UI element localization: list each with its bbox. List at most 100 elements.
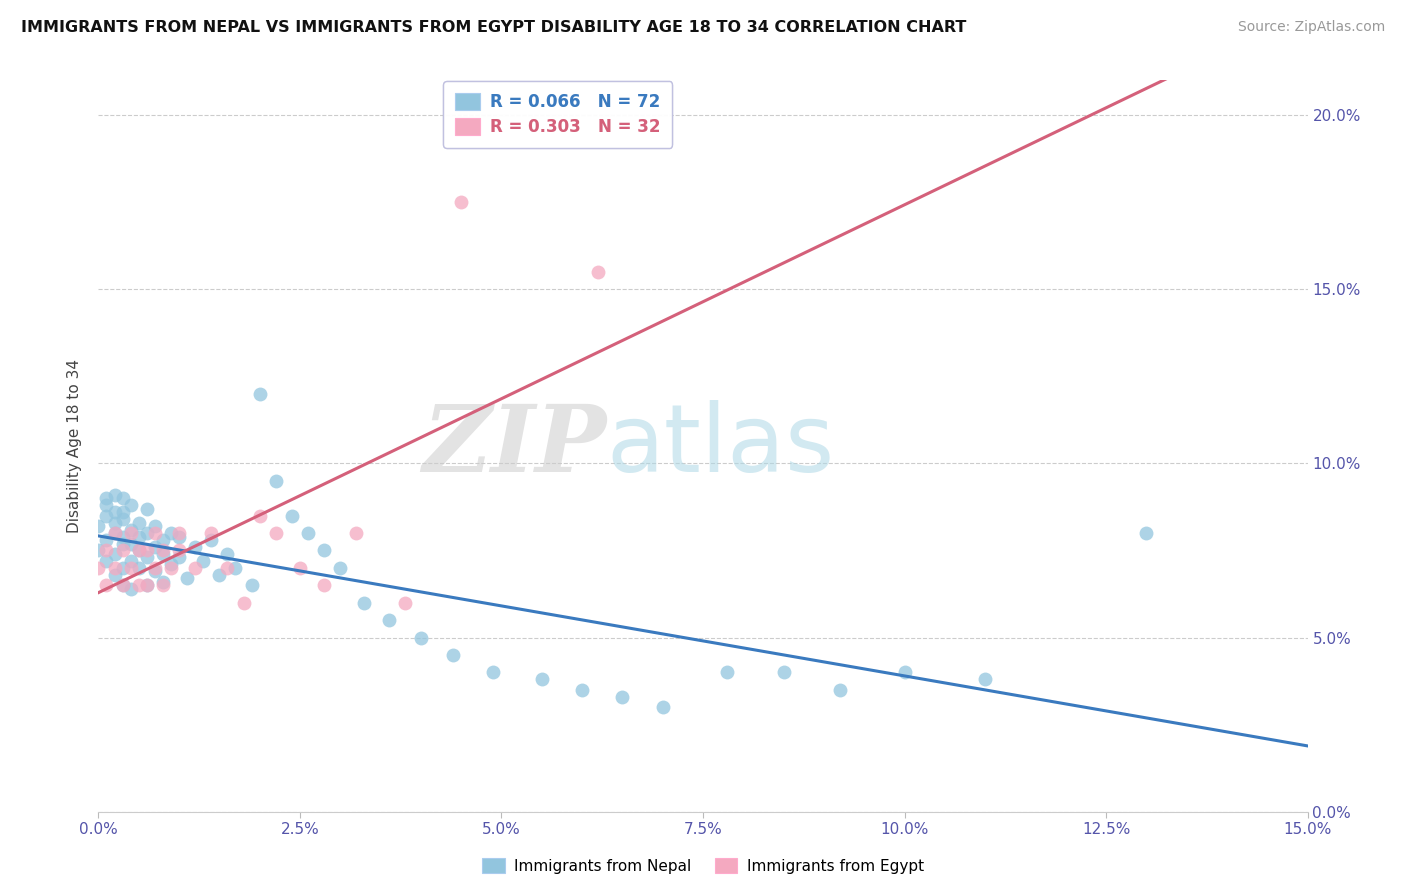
Point <box>120 498 142 512</box>
Point <box>281 508 304 523</box>
Point <box>111 512 134 526</box>
Point <box>103 526 125 541</box>
Point <box>128 578 150 592</box>
Point <box>530 673 553 687</box>
Point <box>111 530 134 544</box>
Point <box>152 533 174 547</box>
Point <box>353 596 375 610</box>
Point <box>160 561 183 575</box>
Point <box>111 536 134 550</box>
Point <box>103 561 125 575</box>
Point <box>120 554 142 568</box>
Point <box>232 596 254 610</box>
Point <box>224 561 246 575</box>
Point <box>288 561 311 575</box>
Point <box>120 526 142 541</box>
Point <box>716 665 738 680</box>
Point <box>772 665 794 680</box>
Point <box>586 265 609 279</box>
Point <box>893 665 915 680</box>
Point <box>152 578 174 592</box>
Point <box>96 578 118 592</box>
Point <box>111 578 134 592</box>
Legend: R = 0.066   N = 72, R = 0.303   N = 32: R = 0.066 N = 72, R = 0.303 N = 32 <box>443 81 672 148</box>
Point <box>143 540 166 554</box>
Point <box>96 543 118 558</box>
Point <box>167 543 190 558</box>
Point <box>409 631 432 645</box>
Point <box>120 523 142 537</box>
Point <box>200 526 222 541</box>
Point <box>828 682 851 697</box>
Text: IMMIGRANTS FROM NEPAL VS IMMIGRANTS FROM EGYPT DISABILITY AGE 18 TO 34 CORRELATI: IMMIGRANTS FROM NEPAL VS IMMIGRANTS FROM… <box>21 20 966 35</box>
Point <box>249 508 271 523</box>
Point <box>128 516 150 530</box>
Point <box>96 498 118 512</box>
Point <box>329 561 352 575</box>
Point <box>167 550 190 565</box>
Point <box>152 547 174 561</box>
Point <box>651 700 673 714</box>
Legend: Immigrants from Nepal, Immigrants from Egypt: Immigrants from Nepal, Immigrants from E… <box>477 852 929 880</box>
Point <box>135 543 157 558</box>
Point <box>103 526 125 541</box>
Point <box>217 547 239 561</box>
Point <box>264 526 287 541</box>
Point <box>482 665 505 680</box>
Point <box>96 508 118 523</box>
Point <box>128 561 150 575</box>
Point <box>135 578 157 592</box>
Point <box>193 554 215 568</box>
Point <box>96 533 118 547</box>
Point <box>152 574 174 589</box>
Point <box>184 540 207 554</box>
Point <box>264 474 287 488</box>
Point <box>128 543 150 558</box>
Point <box>135 550 157 565</box>
Point <box>120 536 142 550</box>
Y-axis label: Disability Age 18 to 34: Disability Age 18 to 34 <box>67 359 83 533</box>
Point <box>240 578 263 592</box>
Point <box>103 488 125 502</box>
Point <box>103 567 125 582</box>
Point <box>377 613 399 627</box>
Text: ZIP: ZIP <box>422 401 606 491</box>
Point <box>96 554 118 568</box>
Point <box>87 561 110 575</box>
Point <box>103 547 125 561</box>
Point <box>314 543 336 558</box>
Point <box>394 596 416 610</box>
Point <box>120 561 142 575</box>
Point <box>344 526 367 541</box>
Point <box>103 505 125 519</box>
Point <box>208 567 231 582</box>
Point <box>217 561 239 575</box>
Point <box>120 582 142 596</box>
Point <box>160 526 183 541</box>
Point <box>152 543 174 558</box>
Point <box>135 501 157 516</box>
Point <box>176 571 198 585</box>
Point <box>167 530 190 544</box>
Point <box>96 491 118 506</box>
Point <box>111 578 134 592</box>
Point <box>1135 526 1157 541</box>
Point <box>128 530 150 544</box>
Point <box>111 543 134 558</box>
Point <box>441 648 464 662</box>
Point <box>111 491 134 506</box>
Point <box>128 543 150 558</box>
Point <box>87 543 110 558</box>
Point <box>297 526 319 541</box>
Point <box>249 386 271 401</box>
Point <box>143 565 166 579</box>
Point <box>111 505 134 519</box>
Text: atlas: atlas <box>606 400 835 492</box>
Point <box>143 561 166 575</box>
Point <box>167 526 190 541</box>
Point <box>135 526 157 541</box>
Point <box>111 561 134 575</box>
Point <box>612 690 634 704</box>
Point <box>974 673 997 687</box>
Point <box>450 195 472 210</box>
